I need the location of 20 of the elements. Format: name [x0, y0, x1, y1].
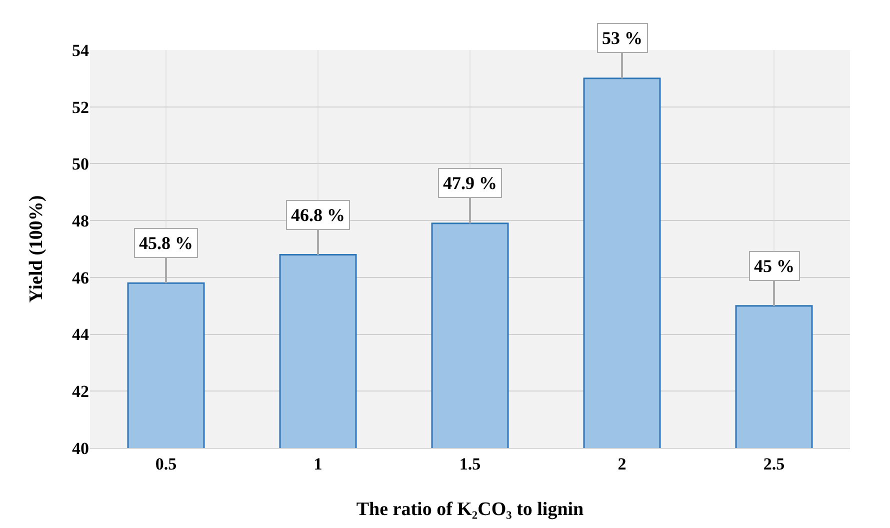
x-tick-label: 1.5 — [459, 454, 481, 474]
x-tick-label: 0.5 — [155, 454, 177, 474]
data-label: 45 % — [754, 256, 794, 276]
x-tick-label: 2.5 — [763, 454, 785, 474]
y-tick-label: 40 — [72, 438, 89, 458]
x-tick-label: 2 — [618, 454, 626, 474]
y-tick-label: 42 — [72, 382, 89, 402]
y-tick-label: 54 — [72, 40, 90, 60]
y-tick-label: 44 — [72, 325, 90, 344]
data-label: 53 % — [602, 28, 642, 48]
y-tick-label: 50 — [72, 154, 89, 174]
y-tick-label: 46 — [72, 268, 89, 288]
x-axis-title: The ratio of K₂CO₃ to lignin — [356, 499, 584, 520]
data-label: 45.8 % — [139, 233, 193, 253]
y-tick-label: 48 — [72, 212, 89, 231]
data-label: 47.9 % — [443, 173, 497, 193]
y-tick-label: 52 — [72, 98, 89, 117]
y-axis-title: Yield (100%) — [26, 195, 47, 303]
data-label: 46.8 % — [291, 205, 345, 225]
x-tick-label: 1 — [314, 454, 322, 474]
